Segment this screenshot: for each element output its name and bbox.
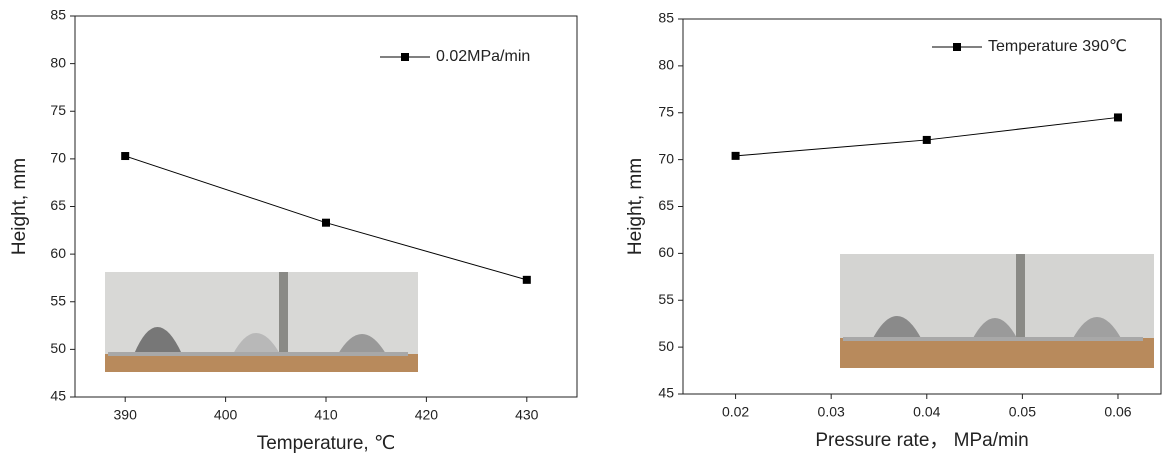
y-tick-label: 65 bbox=[50, 197, 66, 213]
y-tick-label: 60 bbox=[50, 245, 66, 261]
legend-marker bbox=[401, 53, 409, 61]
legend-label: 0.02MPa/min bbox=[436, 48, 530, 65]
y-tick-label: 60 bbox=[658, 244, 674, 260]
data-point bbox=[322, 218, 330, 227]
data-point bbox=[522, 275, 531, 284]
data-point bbox=[731, 151, 740, 160]
x-tick-label: 430 bbox=[515, 407, 539, 423]
x-tick-label: 0.04 bbox=[913, 404, 940, 420]
data-point bbox=[121, 152, 130, 161]
y-axis-label: Height, mm bbox=[625, 158, 646, 255]
y-tick-label: 65 bbox=[658, 197, 674, 213]
x-tick-label: 0.03 bbox=[818, 404, 845, 420]
x-tick-label: 0.02 bbox=[722, 404, 749, 420]
y-tick-label: 70 bbox=[50, 150, 66, 166]
x-axis-label: Temperature, ℃ bbox=[257, 433, 396, 454]
data-point bbox=[1113, 113, 1122, 122]
y-tick-label: 85 bbox=[50, 7, 66, 23]
photo-inset bbox=[105, 272, 418, 372]
x-tick-label: 420 bbox=[415, 407, 439, 423]
x-tick-label: 400 bbox=[214, 407, 238, 423]
y-tick-label: 45 bbox=[658, 385, 674, 401]
x-tick-label: 0.06 bbox=[1104, 404, 1131, 420]
y-tick-label: 50 bbox=[50, 340, 66, 356]
y-tick-label: 55 bbox=[658, 291, 674, 307]
x-axis-label: Pressure rate， MPa/min bbox=[815, 430, 1028, 451]
y-tick-label: 55 bbox=[50, 292, 66, 308]
x-tick-label: 410 bbox=[314, 407, 338, 423]
y-tick-label: 75 bbox=[50, 102, 66, 118]
data-line bbox=[125, 155, 527, 281]
legend-label: Temperature 390℃ bbox=[988, 38, 1127, 55]
y-tick-label: 45 bbox=[50, 388, 66, 404]
y-tick-label: 50 bbox=[658, 338, 674, 354]
data-point bbox=[922, 135, 931, 144]
y-tick-label: 80 bbox=[658, 57, 674, 73]
y-axis-label: Height, mm bbox=[9, 158, 30, 255]
x-tick-label: 390 bbox=[114, 407, 138, 423]
y-tick-label: 80 bbox=[50, 54, 66, 70]
y-tick-label: 70 bbox=[658, 150, 674, 166]
y-tick-label: 85 bbox=[658, 10, 674, 26]
x-tick-label: 0.05 bbox=[1009, 404, 1036, 420]
photo-inset bbox=[840, 254, 1154, 368]
y-tick-label: 75 bbox=[658, 103, 674, 119]
legend-marker bbox=[953, 43, 961, 51]
